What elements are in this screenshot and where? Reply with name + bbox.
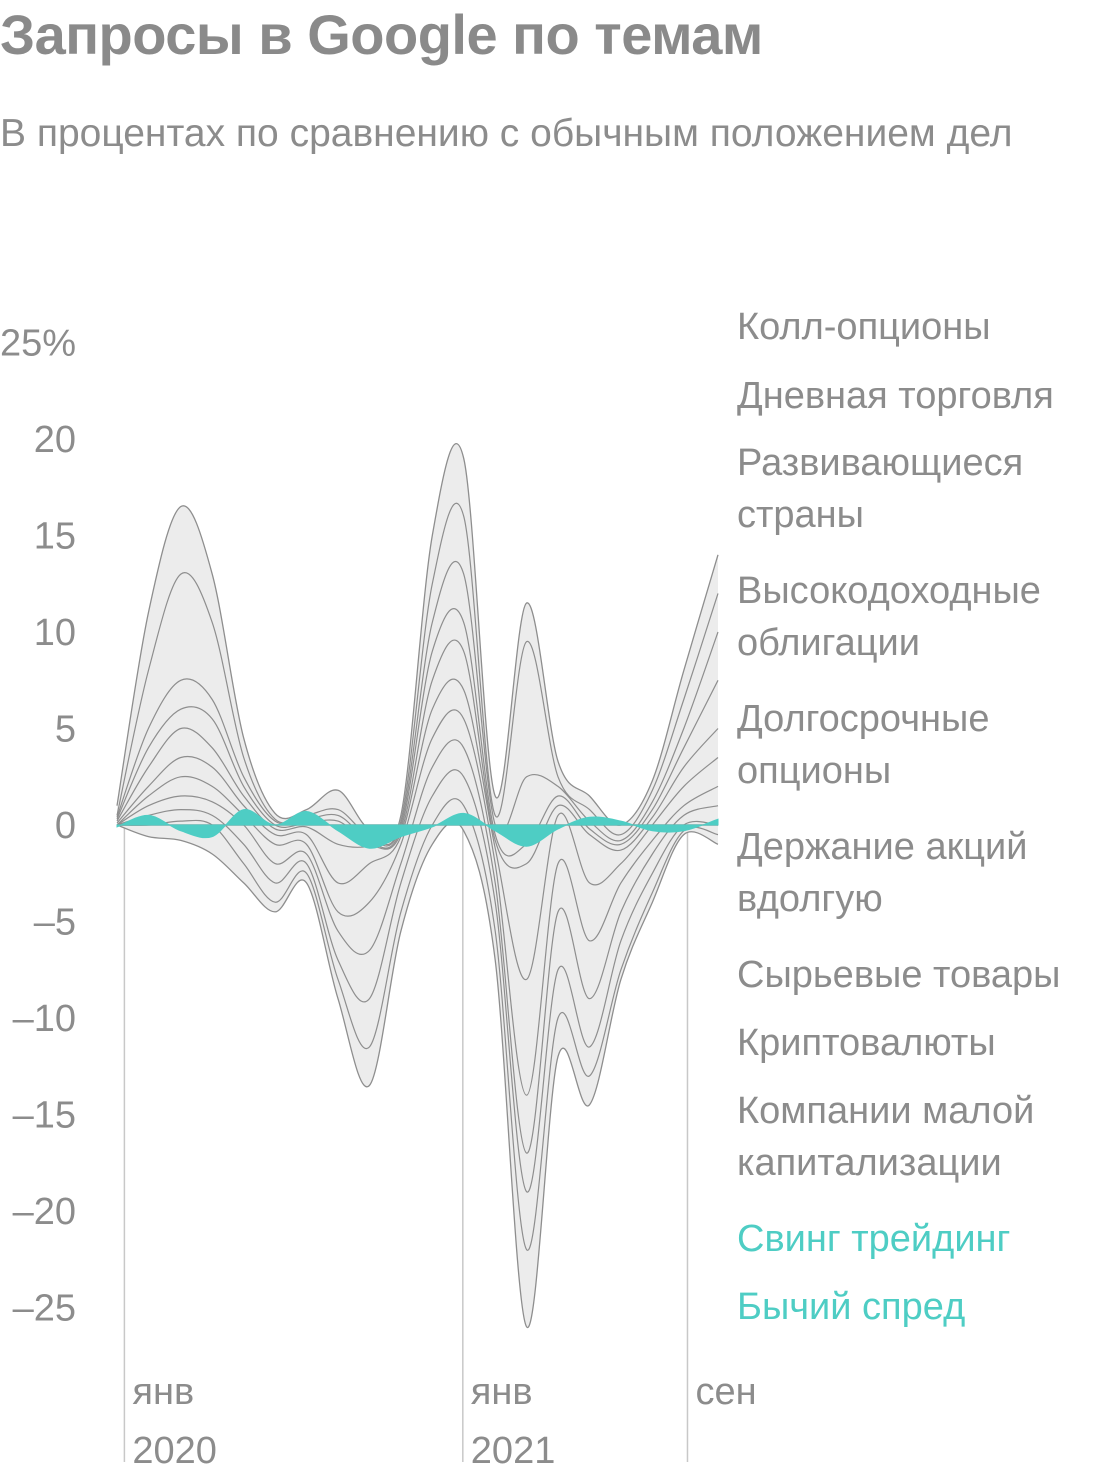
- envelope-upper-line: [116, 442, 719, 844]
- legend-item: Колл-опционы: [737, 306, 991, 348]
- x-tick-month: янв: [132, 1371, 194, 1413]
- accent-area: [116, 809, 719, 849]
- series-line: [116, 798, 719, 1251]
- legend-item: Криптовалюты: [737, 1022, 996, 1064]
- x-tick-month: сен: [695, 1371, 756, 1413]
- x-tick-year: 2021: [471, 1430, 556, 1472]
- y-tick-label: –5: [34, 902, 76, 944]
- series-line: [116, 639, 719, 869]
- series-line: [116, 709, 719, 1096]
- y-tick-label: –25: [13, 1288, 76, 1330]
- series-line: [116, 608, 719, 857]
- y-tick-label: 0: [55, 805, 76, 847]
- y-tick-label: –15: [13, 1095, 76, 1137]
- x-tick-month: янв: [471, 1371, 533, 1413]
- x-axis: янв 2020 янв 2021 сен: [123, 808, 757, 1472]
- legend-item: Компании малой капитализации: [737, 1090, 1034, 1184]
- chart-title: Запросы в Google по темам: [0, 3, 763, 66]
- y-tick-label: 10: [34, 612, 76, 654]
- y-tick-label: –20: [13, 1191, 76, 1233]
- legend-item: Долгосрочные опционы: [737, 698, 989, 792]
- series-line: [116, 560, 719, 847]
- legend-item: Сырьевые товары: [737, 954, 1060, 996]
- legend-item: Держание акций вдолгую: [737, 826, 1027, 920]
- y-tick-label: 20: [34, 419, 76, 461]
- legend-item: Дневная торговля: [737, 375, 1054, 417]
- y-tick-label: 25%: [0, 323, 76, 365]
- legend-item: Развивающиеся страны: [737, 442, 1023, 536]
- series-line: [116, 769, 719, 1193]
- series-line: [116, 678, 719, 981]
- y-axis: 25% 20 15 10 5 0 –5 –10 –15 –20 –25: [0, 323, 76, 1330]
- legend: Колл-опционы Дневная торговля Развивающиес…: [737, 306, 1060, 1328]
- envelope-area: [116, 442, 719, 1328]
- legend-item: Свинг трейдинг: [737, 1218, 1010, 1260]
- legend-item: Бычий спред: [737, 1286, 965, 1328]
- legend-item: Высокодоходные облигации: [737, 570, 1041, 664]
- x-tick-year: 2020: [132, 1430, 217, 1472]
- chart-subtitle: В процентах по сравнению с обычным полож…: [0, 112, 1013, 155]
- y-tick-label: 15: [34, 516, 76, 558]
- envelope-band: [117, 443, 718, 1328]
- y-tick-label: 5: [55, 709, 76, 751]
- accent-series-area: [116, 809, 719, 849]
- y-tick-label: –10: [13, 998, 76, 1040]
